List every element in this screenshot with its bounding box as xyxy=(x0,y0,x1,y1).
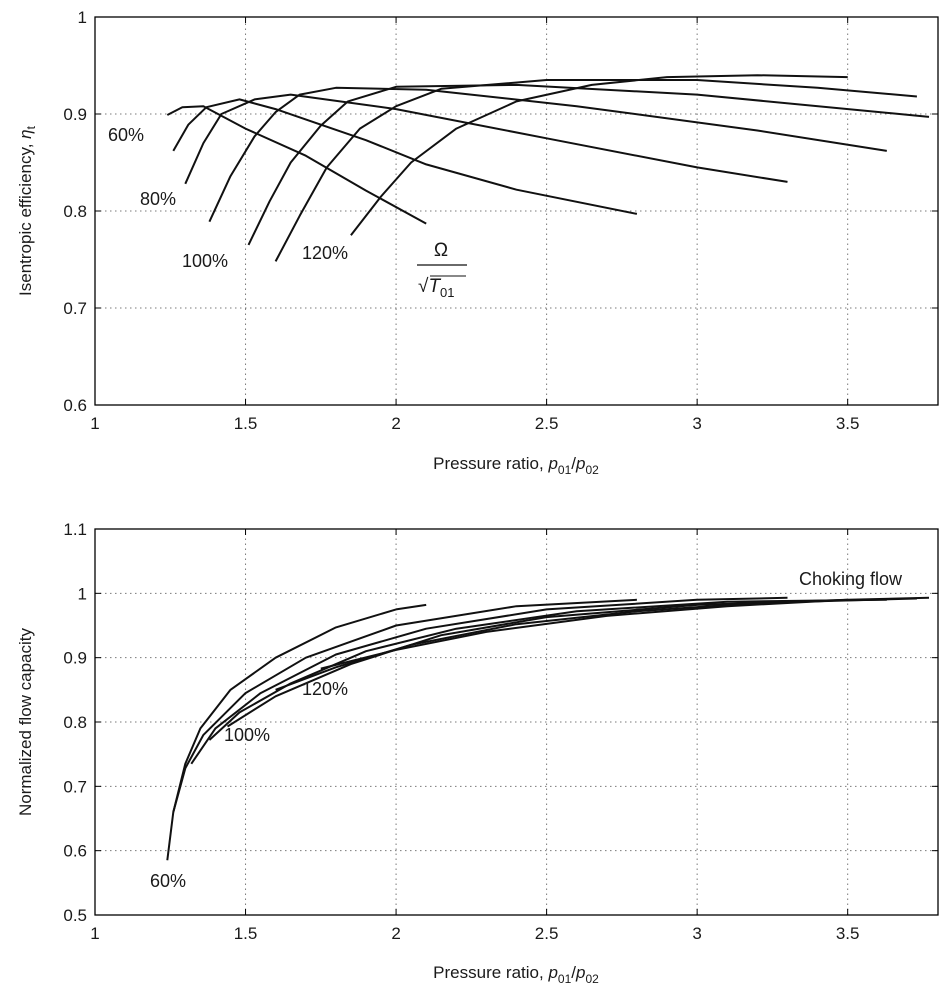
flow-series-line-7 xyxy=(320,598,848,670)
efficiency-ylabel: Isentropic efficiency, ηt xyxy=(16,125,38,296)
efficiency-xlabel: Pressure ratio, p01/p02 xyxy=(433,454,599,477)
efficiency-xtick-label-3: 2.5 xyxy=(535,414,559,433)
efficiency-ytick-label-0: 0.6 xyxy=(63,396,87,415)
efficiency-xtick-label-5: 3.5 xyxy=(836,414,860,433)
efficiency-xtick-label-2: 2 xyxy=(391,414,400,433)
efficiency-series-line-5 xyxy=(247,83,930,246)
efficiency-ytick-label-2: 0.8 xyxy=(63,202,87,221)
efficiency-ticks: 1 1.5 2 2.5 3 3.5 0.6 0.7 0.8 0.9 1 xyxy=(63,8,938,433)
efficiency-series-line-4 xyxy=(208,86,887,223)
efficiency-series-line-7 xyxy=(350,74,848,236)
efficiency-series-line-1 xyxy=(166,105,427,225)
efficiency-label-60: 60% xyxy=(108,125,144,145)
efficiency-label-80: 80% xyxy=(140,189,176,209)
flow-ytick-label-2: 0.7 xyxy=(63,777,87,796)
flow-xtick-label-2: 2 xyxy=(391,924,400,943)
efficiency-ytick-label-4: 1 xyxy=(78,8,87,27)
flow-label-100: 100% xyxy=(224,725,270,745)
flow-label-120: 120% xyxy=(302,679,348,699)
param-T: T xyxy=(428,276,441,297)
flow-ytick-label-0: 0.5 xyxy=(63,906,87,925)
efficiency-series-line-3 xyxy=(184,93,788,185)
efficiency-label-120: 120% xyxy=(302,243,348,263)
efficiency-series xyxy=(166,74,930,262)
efficiency-xtick-label-0: 1 xyxy=(90,414,99,433)
flow-ytick-label-5: 1 xyxy=(78,584,87,603)
flow-series-line-4 xyxy=(208,598,887,741)
flow-label-60: 60% xyxy=(150,871,186,891)
flow-xtick-label-4: 3 xyxy=(692,924,701,943)
param-sqrt: √ xyxy=(418,276,429,297)
flow-series xyxy=(166,596,930,861)
efficiency-label-100: 100% xyxy=(182,251,228,271)
flow-series-line-2 xyxy=(172,598,637,813)
efficiency-xtick-label-1: 1.5 xyxy=(234,414,258,433)
flow-ylabel: Normalized flow capacity xyxy=(16,627,35,816)
efficiency-xtick-label-4: 3 xyxy=(692,414,701,433)
efficiency-series-line-2 xyxy=(172,98,638,215)
flow-ytick-label-6: 1.1 xyxy=(63,520,87,539)
efficiency-grid xyxy=(95,17,938,405)
flow-capacity-chart: 1 1.5 2 2.5 3 3.5 0.5 0.6 0.7 0.8 0.9 1 1.1 Choking … xyxy=(16,520,939,986)
efficiency-ytick-label-3: 0.9 xyxy=(63,105,87,124)
param-denominator: √T01 xyxy=(418,276,455,300)
efficiency-chart: 1 1.5 2 2.5 3 3.5 0.6 0.7 0.8 0.9 1 60% 80% 100% 1… xyxy=(16,8,939,477)
flow-xtick-label-3: 2.5 xyxy=(535,924,559,943)
flow-ytick-label-3: 0.8 xyxy=(63,713,87,732)
flow-xtick-label-1: 1.5 xyxy=(234,924,258,943)
flow-series-line-6 xyxy=(275,597,917,691)
flow-xlabel: Pressure ratio, p01/p02 xyxy=(433,963,599,986)
flow-xtick-label-0: 1 xyxy=(90,924,99,943)
flow-label-choking: Choking flow xyxy=(799,569,903,589)
flow-xtick-label-5: 3.5 xyxy=(836,924,860,943)
flow-ytick-label-4: 0.9 xyxy=(63,649,87,668)
flow-ticks: 1 1.5 2 2.5 3 3.5 0.5 0.6 0.7 0.8 0.9 1 1.1 xyxy=(63,520,938,943)
flow-series-line-3 xyxy=(190,596,788,765)
flow-ytick-label-1: 0.6 xyxy=(63,842,87,861)
efficiency-series-line-6 xyxy=(274,79,917,262)
efficiency-ytick-label-1: 0.7 xyxy=(63,299,87,318)
param-omega: Ω xyxy=(434,240,448,261)
param-T-sub: 01 xyxy=(440,285,454,300)
speed-parameter-label: Ω √T01 xyxy=(417,240,467,300)
